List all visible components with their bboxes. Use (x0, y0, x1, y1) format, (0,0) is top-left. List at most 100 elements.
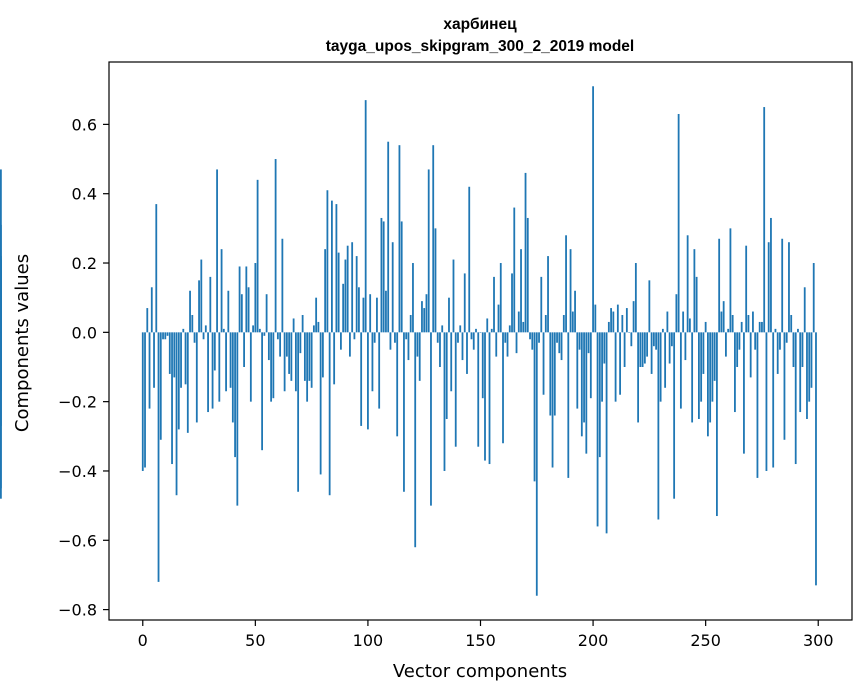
bar (738, 332, 741, 350)
bar (682, 311, 685, 333)
bar (477, 332, 480, 447)
bar (553, 332, 556, 416)
bar (673, 332, 676, 499)
bar (434, 228, 437, 333)
bar (364, 100, 367, 333)
y-tick-label: −0.4 (58, 462, 97, 481)
bar (625, 308, 628, 333)
bar (164, 332, 167, 340)
bar (360, 332, 363, 426)
bar (340, 332, 342, 350)
bar (704, 321, 707, 333)
bar (200, 259, 203, 333)
bar (583, 332, 585, 423)
bar (144, 332, 146, 468)
bar (761, 321, 763, 333)
bar (256, 179, 259, 333)
bar (754, 332, 757, 350)
bar (394, 332, 396, 343)
bar (351, 242, 354, 333)
bar (405, 332, 408, 340)
bar (171, 332, 173, 465)
x-tick-label: 0 (138, 631, 148, 650)
bar (776, 332, 779, 374)
y-axis-ticks: −0.8 −0.6 −0.4 −0.2 0.0 0.2 0.4 0.6 (58, 115, 109, 620)
bars-group (0, 86, 817, 596)
bar (198, 280, 200, 333)
bar (614, 332, 617, 402)
bar (488, 332, 491, 465)
bar (335, 204, 338, 333)
bar (353, 332, 356, 340)
bar (749, 332, 752, 378)
bar (718, 238, 721, 333)
bar (427, 169, 430, 333)
bar (815, 332, 817, 586)
bar (409, 315, 412, 333)
bar (213, 332, 216, 371)
bar (452, 259, 455, 333)
bar (180, 332, 182, 388)
bar (538, 332, 540, 343)
bar (549, 332, 552, 416)
bar (288, 332, 291, 374)
bar (781, 238, 784, 333)
bar (596, 332, 599, 527)
bar (310, 332, 313, 388)
bar (204, 325, 207, 333)
chart-title: харбинец (443, 16, 517, 33)
bar (346, 245, 349, 333)
bar (806, 332, 808, 419)
bar (785, 332, 788, 343)
bar (279, 332, 282, 357)
bar (0, 256, 2, 333)
bar (306, 332, 309, 402)
bar (234, 332, 236, 458)
bar (412, 263, 414, 333)
bar (716, 332, 718, 517)
bar (547, 256, 549, 333)
bar (297, 332, 300, 492)
bar (472, 332, 475, 350)
bar (380, 217, 383, 333)
bar (369, 294, 372, 333)
bar (349, 332, 351, 357)
bar (693, 249, 696, 333)
bar (578, 332, 581, 350)
bar (540, 276, 543, 333)
bar (580, 332, 583, 437)
bar (709, 332, 712, 423)
bar (391, 242, 394, 333)
bar (175, 332, 178, 496)
bar (794, 332, 797, 465)
bar (421, 301, 423, 333)
bar (493, 276, 495, 333)
bar (513, 207, 516, 333)
bar (324, 249, 327, 333)
bar (407, 332, 410, 361)
y-tick-label: −0.2 (58, 393, 97, 412)
bar (189, 290, 191, 333)
bar (285, 332, 288, 357)
bar (650, 332, 653, 374)
y-tick-label: −0.8 (58, 601, 97, 620)
bar (315, 297, 318, 333)
bar (517, 311, 520, 333)
bar (389, 332, 392, 350)
bar (414, 332, 417, 548)
bar (157, 332, 160, 582)
bar (812, 263, 815, 333)
x-axis-ticks: 0 50 100 150 200 250 300 (138, 620, 834, 650)
bar (544, 315, 547, 333)
bar (252, 325, 254, 333)
bar (655, 332, 658, 350)
bar (186, 332, 189, 433)
bar (659, 332, 662, 402)
bar (0, 304, 2, 333)
bar (342, 283, 345, 333)
y-tick-label: 0.2 (72, 254, 97, 273)
bar (468, 186, 471, 333)
bar (333, 332, 336, 385)
bar (358, 287, 360, 333)
bar (668, 332, 671, 364)
